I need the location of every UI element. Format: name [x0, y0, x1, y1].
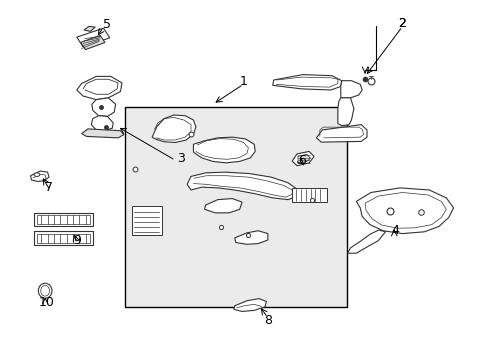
Polygon shape: [347, 230, 385, 253]
Bar: [34, 231, 93, 245]
Text: 2: 2: [398, 17, 406, 30]
Polygon shape: [291, 152, 313, 166]
Polygon shape: [77, 76, 122, 100]
Text: 3: 3: [177, 152, 185, 165]
Polygon shape: [233, 298, 266, 311]
Polygon shape: [365, 193, 446, 228]
Bar: [291, 188, 326, 202]
Polygon shape: [234, 231, 267, 244]
Ellipse shape: [34, 173, 40, 176]
Ellipse shape: [41, 285, 49, 296]
Text: 1: 1: [239, 75, 247, 88]
Bar: [34, 213, 93, 226]
Text: 2: 2: [398, 17, 406, 30]
Bar: [37, 234, 90, 243]
Polygon shape: [84, 26, 95, 31]
Bar: [125, 107, 346, 307]
Text: 10: 10: [38, 296, 54, 309]
Bar: [131, 206, 162, 235]
Polygon shape: [92, 98, 116, 116]
Text: 9: 9: [73, 234, 81, 247]
Polygon shape: [297, 154, 310, 163]
Text: 5: 5: [103, 18, 111, 31]
Text: 6: 6: [297, 154, 305, 167]
Bar: [37, 215, 90, 224]
Polygon shape: [204, 199, 242, 213]
Text: 7: 7: [45, 181, 53, 194]
Polygon shape: [272, 75, 341, 90]
Text: 8: 8: [264, 314, 271, 327]
Polygon shape: [91, 116, 113, 131]
Text: 4: 4: [390, 224, 398, 237]
Polygon shape: [316, 125, 366, 142]
Polygon shape: [77, 28, 110, 47]
Polygon shape: [30, 171, 49, 181]
Polygon shape: [152, 115, 196, 143]
Ellipse shape: [38, 283, 52, 298]
Polygon shape: [337, 98, 353, 126]
Polygon shape: [187, 172, 297, 200]
Polygon shape: [356, 188, 453, 234]
Polygon shape: [81, 129, 123, 138]
Polygon shape: [340, 81, 362, 98]
Polygon shape: [81, 35, 105, 50]
Polygon shape: [193, 137, 255, 163]
